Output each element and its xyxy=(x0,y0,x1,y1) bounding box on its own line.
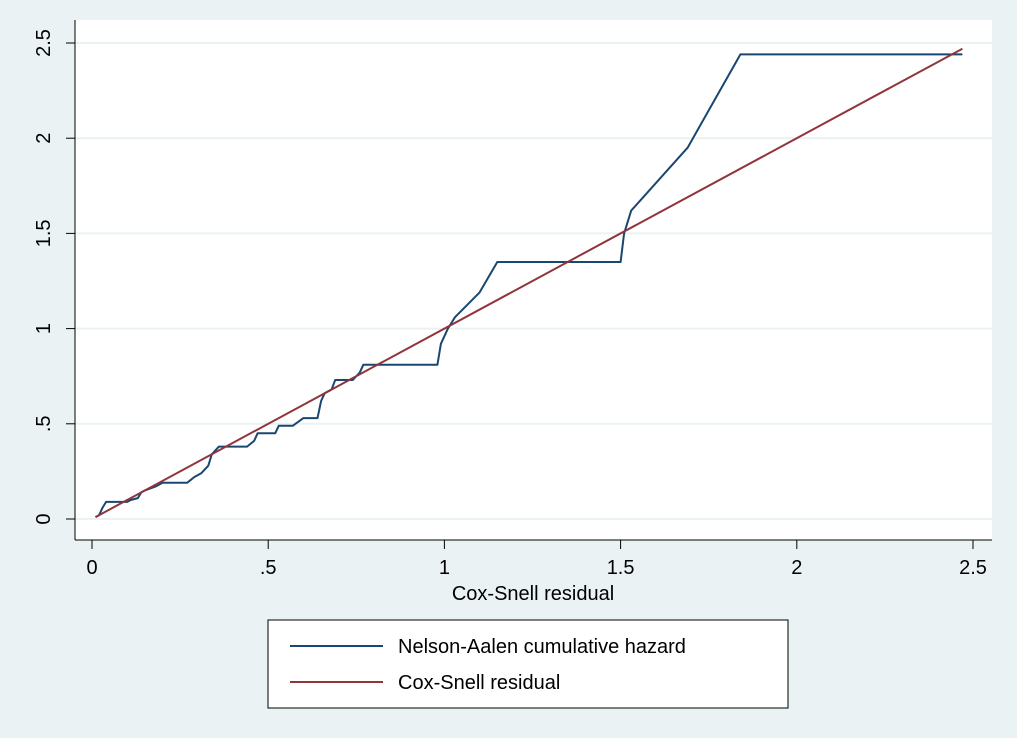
axes: 0 .5 1 1.5 2 2.5 0 .5 1 1.5 2 2.5 xyxy=(33,20,992,579)
grid xyxy=(75,42,992,520)
x-axis-title: Cox-Snell residual xyxy=(452,583,614,605)
series-line-cox-snell xyxy=(95,47,963,518)
y-tick-label-2: 1 xyxy=(33,323,55,334)
x-tick-label-0: 0 xyxy=(86,557,97,579)
y-tick-label-5: 2.5 xyxy=(33,29,55,57)
legend: Nelson-Aalen cumulative hazard Cox-Snell… xyxy=(267,619,789,709)
x-tick-label-4: 2 xyxy=(791,557,802,579)
x-tick-label-5: 2.5 xyxy=(959,557,987,579)
y-tick-label-0: 0 xyxy=(33,513,55,524)
series-line-nelson-aalen xyxy=(95,53,963,518)
y-tick-label-4: 2 xyxy=(33,133,55,144)
legend-box xyxy=(267,619,789,709)
y-tick-label-1: .5 xyxy=(33,415,55,432)
legend-label-nelson-aalen: Nelson-Aalen cumulative hazard xyxy=(398,636,686,658)
y-tick-label-3: 1.5 xyxy=(33,219,55,247)
x-tick-label-1: .5 xyxy=(260,557,277,579)
x-tick-label-3: 1.5 xyxy=(607,557,635,579)
x-tick-label-2: 1 xyxy=(439,557,450,579)
legend-label-cox-snell: Cox-Snell residual xyxy=(398,672,560,694)
series-group xyxy=(95,47,963,518)
